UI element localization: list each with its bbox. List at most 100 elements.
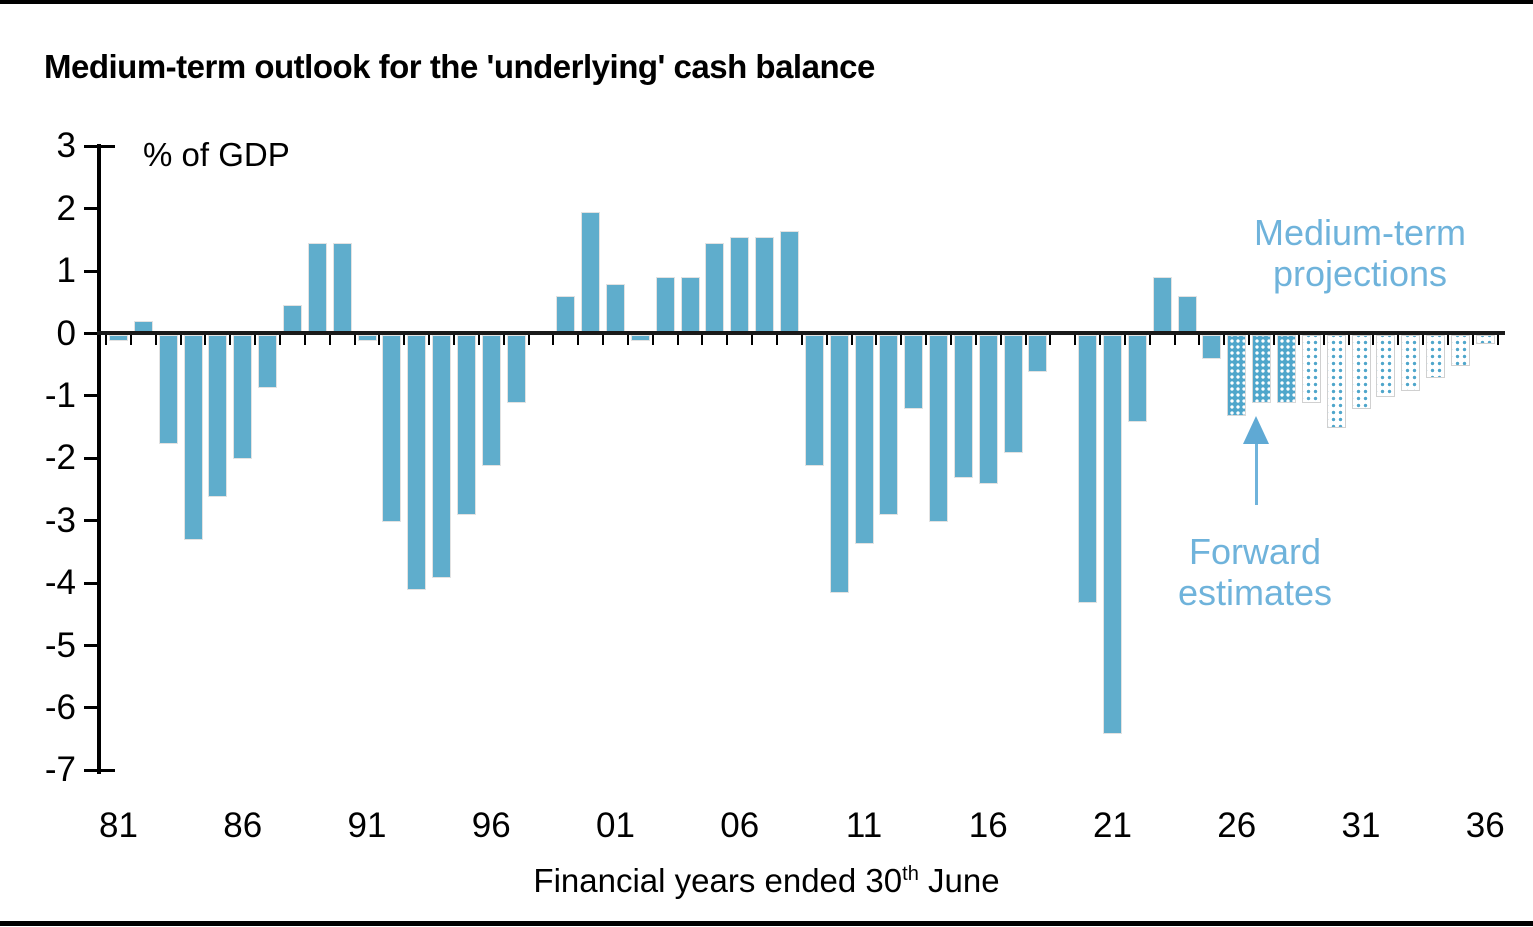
y-tick: [84, 269, 98, 273]
x-tick: [751, 335, 754, 345]
bar-1995: [456, 334, 476, 516]
y-tick-label: -2: [44, 438, 76, 478]
x-tick: [279, 335, 282, 345]
bar-2027: [1252, 334, 1272, 404]
x-tick: [1123, 335, 1126, 345]
y-tick: [84, 394, 98, 398]
bar-1999: [556, 296, 576, 334]
x-tick: [602, 335, 605, 345]
bar-1997: [506, 334, 526, 404]
y-tick-label: 3: [56, 126, 76, 166]
x-tick: [800, 335, 803, 345]
bar-2024: [1177, 296, 1197, 334]
x-tick: [676, 335, 679, 345]
x-tick-label: 21: [1093, 806, 1132, 845]
bar-1996: [481, 334, 501, 466]
x-tick: [1074, 335, 1077, 345]
bar-2014: [929, 334, 949, 522]
bar-2015: [953, 334, 973, 479]
x-tick: [527, 335, 530, 345]
y-tick: [84, 644, 98, 647]
x-tick-label: 36: [1465, 806, 1505, 845]
bar-1983: [158, 334, 178, 444]
forward-estimates-annotation: Forward estimates: [1130, 531, 1380, 613]
x-tick: [1198, 335, 1201, 345]
x-tick: [1223, 335, 1226, 345]
x-tick: [1248, 335, 1251, 345]
x-tick-label: 01: [596, 806, 635, 845]
x-tick: [154, 335, 157, 345]
bar-2007: [755, 236, 775, 334]
x-tick: [949, 335, 952, 345]
x-tick: [477, 335, 480, 345]
x-tick: [1273, 335, 1276, 345]
x-tick-label: 96: [471, 806, 511, 845]
top-border-rule: [0, 0, 1533, 4]
bar-2003: [655, 277, 675, 334]
x-tick: [502, 335, 505, 345]
x-axis-title-suffix: June: [918, 862, 1000, 899]
x-tick: [825, 335, 828, 345]
x-tick: [1446, 335, 1449, 345]
bar-1987: [258, 334, 278, 388]
x-tick: [254, 335, 257, 345]
x-tick: [1347, 335, 1350, 345]
bar-2029: [1301, 334, 1321, 404]
bar-2030: [1326, 334, 1346, 429]
bar-2008: [779, 230, 799, 334]
bar-2009: [804, 334, 824, 466]
y-tick-label: 0: [56, 313, 76, 353]
x-tick: [701, 335, 704, 345]
bar-2018: [1028, 334, 1048, 372]
bar-2006: [730, 236, 750, 334]
x-tick: [552, 335, 555, 345]
x-tick: [1173, 335, 1176, 345]
forward-estimates-arrow-stem: [1255, 441, 1258, 505]
x-tick-label: 11: [845, 806, 883, 845]
x-axis-title-prefix: Financial years ended 30: [533, 862, 903, 899]
bar-2010: [829, 334, 849, 594]
bar-2012: [879, 334, 899, 516]
x-tick: [328, 335, 331, 345]
y-axis-unit-label: % of GDP: [143, 136, 290, 173]
bar-2004: [680, 277, 700, 334]
bar-2022: [1127, 334, 1147, 422]
bar-2031: [1351, 334, 1371, 410]
x-tick: [179, 335, 182, 345]
bar-1994: [432, 334, 452, 578]
x-tick: [129, 335, 132, 345]
x-tick: [1471, 335, 1474, 345]
x-tick: [1024, 335, 1027, 345]
x-tick-label: 26: [1217, 806, 1257, 845]
x-tick: [577, 335, 580, 345]
y-tick-label: -3: [44, 500, 76, 540]
bar-2013: [904, 334, 924, 410]
y-tick: [84, 332, 98, 335]
bar-2034: [1426, 334, 1446, 379]
x-tick: [776, 335, 779, 345]
forward-estimates-arrow-head: [1243, 416, 1269, 444]
y-tick-label: 1: [56, 251, 76, 291]
y-tick-label: -7: [44, 750, 76, 790]
x-tick: [303, 335, 306, 345]
bar-2021: [1103, 334, 1122, 734]
x-tick: [925, 335, 928, 345]
bar-1981: [109, 334, 128, 341]
x-tick: [1422, 335, 1425, 345]
bar-1990: [332, 243, 352, 334]
bar-2033: [1401, 334, 1421, 391]
y-tick: [84, 207, 98, 211]
x-tick-label: 81: [99, 806, 138, 845]
x-tick: [1397, 335, 1400, 345]
chart-title: Medium-term outlook for the 'underlying'…: [44, 48, 875, 85]
y-axis-end-cap: [101, 768, 115, 772]
bar-2032: [1376, 334, 1396, 397]
bar-1985: [208, 334, 228, 497]
x-tick: [1049, 335, 1052, 345]
x-tick: [403, 335, 406, 345]
projections-label-line: projections: [1272, 253, 1448, 294]
x-tick: [1099, 335, 1102, 345]
forward-label-line: Forward: [1188, 531, 1322, 572]
bar-1989: [307, 243, 327, 334]
x-tick: [1297, 335, 1300, 345]
